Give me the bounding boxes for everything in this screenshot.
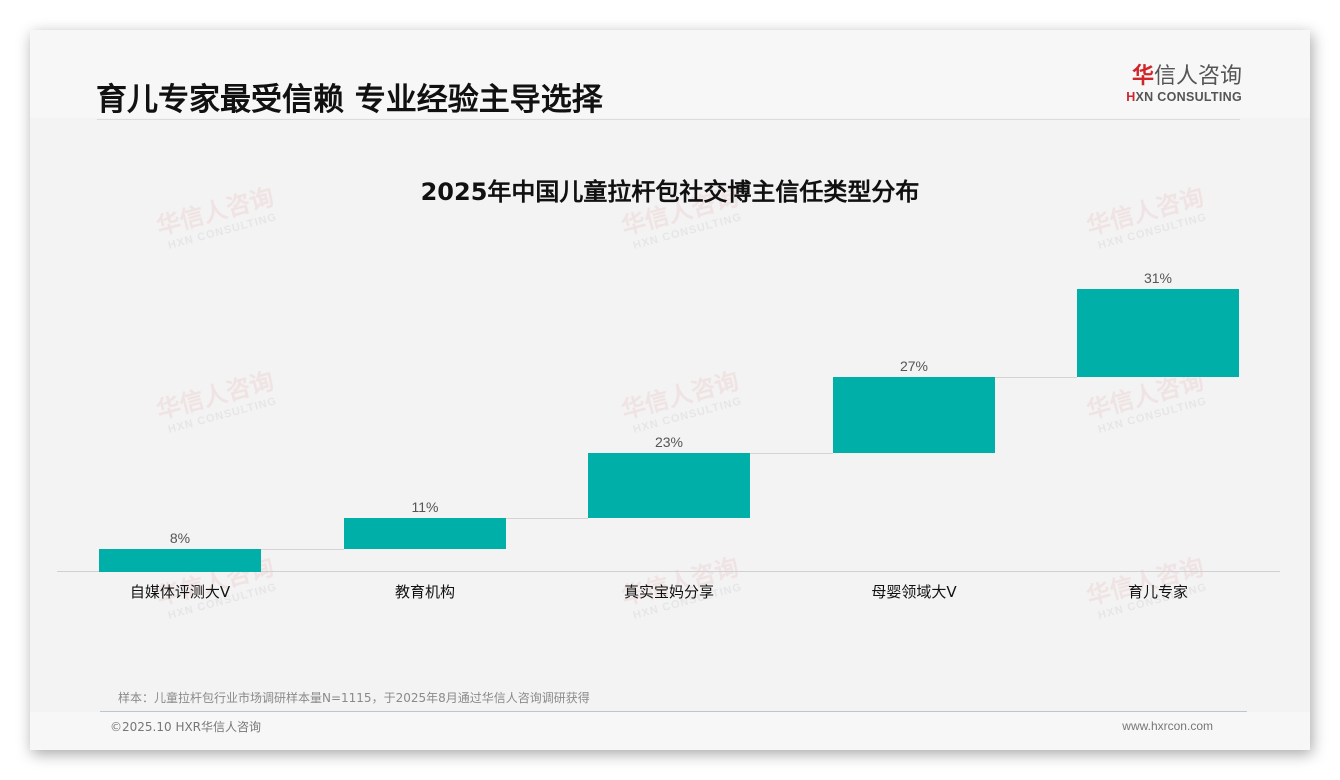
connector-line bbox=[506, 518, 588, 519]
bar-value-label: 23% bbox=[654, 434, 684, 450]
bar-value-label: 31% bbox=[1143, 270, 1173, 286]
bar bbox=[588, 453, 750, 518]
connector-line bbox=[995, 377, 1077, 378]
category-label: 自媒体评测大V bbox=[129, 583, 231, 601]
bar-value-label: 27% bbox=[899, 358, 929, 374]
title-divider bbox=[97, 119, 1240, 120]
footer-divider bbox=[100, 711, 1247, 712]
connector-line bbox=[261, 549, 344, 550]
bar bbox=[833, 377, 995, 453]
bar bbox=[99, 549, 261, 572]
bar bbox=[1077, 289, 1239, 377]
footer-band bbox=[30, 712, 1310, 750]
x-axis-line bbox=[57, 571, 1280, 572]
brand-logo: 华信人咨询 HXN CONSULTING bbox=[1110, 64, 1242, 105]
slide: 华信人咨询 HXN CONSULTING 华信人咨询 HXN CONSULTING … bbox=[30, 30, 1310, 750]
category-label: 教育机构 bbox=[394, 583, 455, 601]
bar-value-label: 11% bbox=[411, 499, 439, 515]
logo-cn: 华信人咨询 bbox=[1131, 64, 1242, 89]
bar bbox=[344, 518, 506, 549]
bar-value-label: 8% bbox=[169, 530, 191, 546]
header-band bbox=[30, 30, 1310, 118]
category-label: 真实宝妈分享 bbox=[623, 583, 714, 601]
chart-title: 2025年中国儿童拉杆包社交博主信任类型分布 bbox=[420, 178, 920, 206]
category-label: 育儿专家 bbox=[1127, 583, 1188, 601]
category-label: 母婴领域大V bbox=[871, 583, 957, 601]
logo-en: HXN CONSULTING bbox=[1126, 90, 1242, 104]
page-title: 育儿专家最受信赖 专业经验主导选择 bbox=[96, 82, 603, 118]
website-link[interactable]: www.hxrcon.com bbox=[1122, 719, 1213, 733]
sample-note: 样本：儿童拉杆包行业市场调研样本量N=1115，于2025年8月通过华信人咨询调… bbox=[118, 691, 590, 705]
waterfall-chart: 8% 自媒体评测大V 11% 教育机构 23% 真实宝妈分享 27% 母婴领域大V 31% 育儿专… bbox=[30, 30, 1310, 750]
copyright: ©2025.10 HXR华信人咨询 bbox=[110, 720, 262, 734]
connector-line bbox=[750, 453, 833, 454]
